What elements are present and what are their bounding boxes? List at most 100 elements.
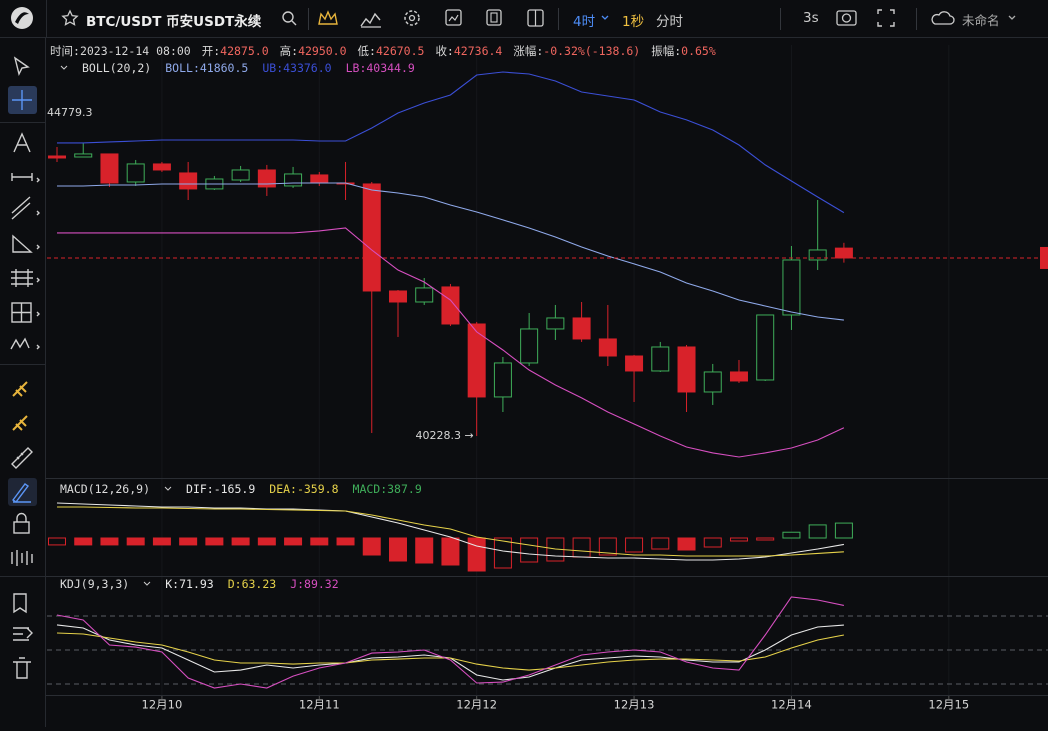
candle-body [388,290,407,303]
indicator-legend: BOLL(20,2) BOLL:41860.5 UB:43376.0 LB:40344… [60,61,415,75]
indicator-icon[interactable] [360,12,381,27]
layout-name[interactable]: 未命名 [962,13,1000,28]
macd-bar [756,537,775,541]
legend-title: MACD(12,26,9) [60,482,151,496]
interval-selected[interactable]: 4时 [573,14,596,30]
search-icon[interactable] [282,11,294,23]
indicator-line [56,632,845,671]
legend-toggle[interactable] [143,580,151,588]
indicator-line [57,182,844,321]
legend-toggle-arrow [164,486,172,491]
magnet-tool[interactable] [12,381,28,397]
indicator-line [56,596,845,689]
x-tick-label: 12月14 [771,698,812,712]
x-tick-label: 12月10 [142,698,183,712]
info-value: 2023-12-14 08:00 [79,44,191,58]
text-tool[interactable] [13,132,31,153]
macd-bar [808,524,827,539]
candle-body [74,153,93,158]
compare-icon[interactable] [486,9,502,26]
ray-tool[interactable] [11,173,33,181]
interval-option[interactable]: 1秒 [622,14,645,30]
channel-tool[interactable] [11,196,31,220]
macd-bar [520,537,539,563]
cloud-icon[interactable] [931,11,955,25]
candle-body [467,323,486,398]
grid [161,45,950,695]
annotation: 40228.3 → [415,429,473,442]
logo-mark [15,12,29,24]
macd-bar [625,537,644,553]
candle-body [257,169,276,188]
triangle-tool[interactable] [12,234,33,253]
macd-bar [336,537,355,546]
macd-bar [126,537,145,546]
info-item: 振幅:0.65% [651,43,716,59]
candle-body [48,155,66,159]
info-value: 42670.5 [375,44,425,58]
delete-tool[interactable] [13,657,31,679]
interval-option[interactable]: 分时 [656,14,683,30]
refresh-rate[interactable]: 3s [803,10,819,26]
cursor-tool[interactable] [13,56,30,77]
info-label: 低: [357,44,376,58]
magnet-strong-tool[interactable] [12,415,28,431]
candle-body [572,317,591,340]
info-label: 振幅: [651,44,682,58]
legend-toggle[interactable] [164,485,172,493]
toolbar-icons [11,0,1016,38]
info-label: 时间: [50,44,80,58]
screenshot-icon[interactable] [836,10,857,26]
indicator-line [57,227,845,458]
candle-body [362,183,381,292]
legend-toggle[interactable] [60,64,68,72]
indicator-line [57,506,844,557]
candle-body [808,249,827,261]
macd-bar [834,522,853,539]
macd-bar [231,537,250,546]
tool-selected-bg [8,478,37,506]
macd-bar [388,537,407,562]
list-tool[interactable] [13,627,33,641]
macd-bar [48,537,66,546]
info-value: 0.65% [681,44,716,58]
macd-bar [310,537,329,546]
template-icon[interactable] [445,9,462,26]
indicator-legend: MACD(12,26,9) DIF:-165.9 DEA:-359.8 MACD:38… [60,482,422,496]
candle-body [179,172,198,190]
legend-item: J:89.32 [290,577,339,591]
crown-icon[interactable] [318,10,338,25]
crosshair-tool[interactable] [12,90,32,110]
symbol[interactable]: BTC/USDT 币安USDT永续 [86,14,262,30]
logo[interactable] [11,7,33,29]
macd-bar [651,537,670,550]
pattern-tool[interactable] [10,337,30,350]
candle-body [677,346,696,393]
fib-tool[interactable] [11,269,33,287]
lock-tool[interactable] [13,521,30,534]
candle-body [729,371,748,382]
bookmark-tool[interactable] [13,593,27,614]
ruler-tool[interactable] [11,447,33,469]
template-icon [448,14,459,22]
settings-icon[interactable] [404,10,420,26]
drawing-toolbar [0,38,46,727]
pen-tool[interactable] [11,483,31,503]
visibility-tool[interactable] [11,550,33,566]
fullscreen-icon[interactable] [877,9,895,27]
screenshot-icon [841,13,852,23]
macd-bar [572,537,591,558]
indicator-line [56,624,844,681]
macd-bar [284,537,303,546]
candle-body [152,163,171,171]
toolbar: BTC/USDT 币安USDT永续 4时 1秒 分时 3s 未命名 [0,0,1048,38]
macd-bar [362,537,381,556]
favorite-icon[interactable] [61,9,79,26]
legend-item: DIF:-165.9 [186,482,256,496]
legend-item: DEA:-359.8 [269,482,339,496]
info-label: 收: [435,44,454,58]
legend-item: MACD:387.9 [352,482,422,496]
x-axis: 12月10 12月11 12月12 12月13 12月14 12月15 [142,695,969,712]
